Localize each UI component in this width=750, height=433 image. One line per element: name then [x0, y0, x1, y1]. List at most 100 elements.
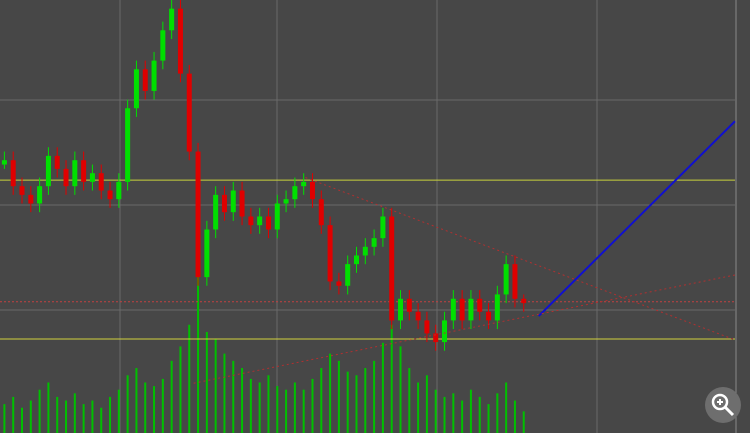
- volume-bar: [293, 382, 296, 433]
- volume-bar: [373, 360, 376, 433]
- candle-body: [89, 173, 95, 182]
- volume-bar: [109, 396, 112, 433]
- candle-body: [28, 194, 34, 204]
- candle-body: [133, 69, 139, 109]
- volume-bar: [249, 378, 252, 433]
- zoom-circle[interactable]: [705, 387, 741, 423]
- candle-body: [450, 298, 456, 321]
- candle-body: [477, 298, 483, 312]
- volume-bar: [452, 393, 455, 433]
- candle-body: [213, 194, 219, 230]
- volume-bar: [408, 368, 411, 433]
- volume-bar: [82, 404, 85, 433]
- volume-bar: [381, 342, 384, 433]
- candle-body: [274, 203, 280, 230]
- candle-body: [265, 216, 271, 230]
- candle-body: [468, 298, 474, 321]
- candle-body: [292, 186, 298, 200]
- volume-bar: [346, 371, 349, 433]
- volume-bar: [197, 274, 200, 433]
- volume-bar: [214, 339, 217, 433]
- candle-body: [406, 298, 412, 312]
- volume-bar: [38, 389, 41, 433]
- volume-bar: [469, 389, 472, 433]
- candle-body: [72, 160, 78, 187]
- candle-body: [248, 216, 254, 226]
- volume-bar: [320, 368, 323, 433]
- volume-bar: [170, 360, 173, 433]
- volume-bar: [311, 378, 314, 433]
- candle-body: [151, 60, 157, 91]
- candle-body: [186, 73, 192, 152]
- candle-body: [318, 199, 324, 226]
- candle-body: [169, 8, 175, 31]
- volume-bar: [496, 393, 499, 433]
- volume-bar: [100, 407, 103, 433]
- zoom-handle: [723, 405, 735, 417]
- volume-bar: [241, 368, 244, 433]
- candle-body: [177, 8, 183, 74]
- candle-body: [389, 216, 395, 321]
- candle-body: [116, 181, 122, 200]
- candle-body: [45, 155, 51, 187]
- candle-body: [327, 225, 333, 282]
- volume-bar: [434, 389, 437, 433]
- candle-body: [494, 294, 500, 321]
- candle-body: [81, 160, 87, 182]
- candle-body: [433, 333, 439, 343]
- volume-bar: [21, 407, 24, 433]
- zoom-lens: [711, 393, 729, 411]
- volume-bar: [65, 400, 68, 433]
- volume-bar: [126, 375, 129, 433]
- candle-body: [125, 108, 131, 182]
- volume-bar: [478, 396, 481, 433]
- candle-body: [283, 199, 289, 204]
- volume-bar: [302, 389, 305, 433]
- volume-bar: [329, 353, 332, 433]
- candle-body: [371, 238, 377, 247]
- volume-bar: [364, 368, 367, 433]
- candle-body: [353, 255, 359, 265]
- candle-body: [309, 181, 315, 200]
- candle-body: [380, 216, 386, 239]
- trend-line: [193, 274, 736, 384]
- volume-bar: [205, 331, 208, 433]
- volume-bar: [267, 375, 270, 433]
- candle-body: [230, 190, 236, 213]
- candle-body: [336, 281, 342, 286]
- volume-bar: [161, 378, 164, 433]
- volume-bar: [223, 353, 226, 433]
- candle-body: [301, 181, 307, 187]
- volume-bar: [232, 360, 235, 433]
- volume-bar: [461, 400, 464, 433]
- volume-bar: [153, 386, 156, 433]
- trend-line: [305, 177, 736, 341]
- candle-body: [221, 194, 227, 213]
- volume-bar: [443, 396, 446, 433]
- volume-bar: [56, 396, 59, 433]
- volume-bar: [47, 382, 50, 433]
- candle-body: [54, 155, 60, 169]
- candle-body: [195, 151, 201, 278]
- volume-bar: [513, 400, 516, 433]
- zoom-button[interactable]: [705, 387, 741, 423]
- volume-bar: [355, 375, 358, 433]
- candle-body: [345, 264, 351, 286]
- volume-bar: [425, 375, 428, 433]
- volume-bar: [258, 382, 261, 433]
- volume-bar: [144, 382, 147, 433]
- volume-bar: [91, 400, 94, 433]
- candle-body: [521, 298, 527, 304]
- volume-bar: [390, 324, 393, 433]
- candle-body: [98, 173, 104, 191]
- candle-body: [442, 320, 448, 343]
- volume-bar: [29, 400, 32, 433]
- volume-bar: [188, 324, 191, 433]
- candle-body: [424, 320, 430, 334]
- candle-body: [398, 298, 404, 321]
- candle-body: [503, 264, 509, 295]
- volume-bar: [117, 389, 120, 433]
